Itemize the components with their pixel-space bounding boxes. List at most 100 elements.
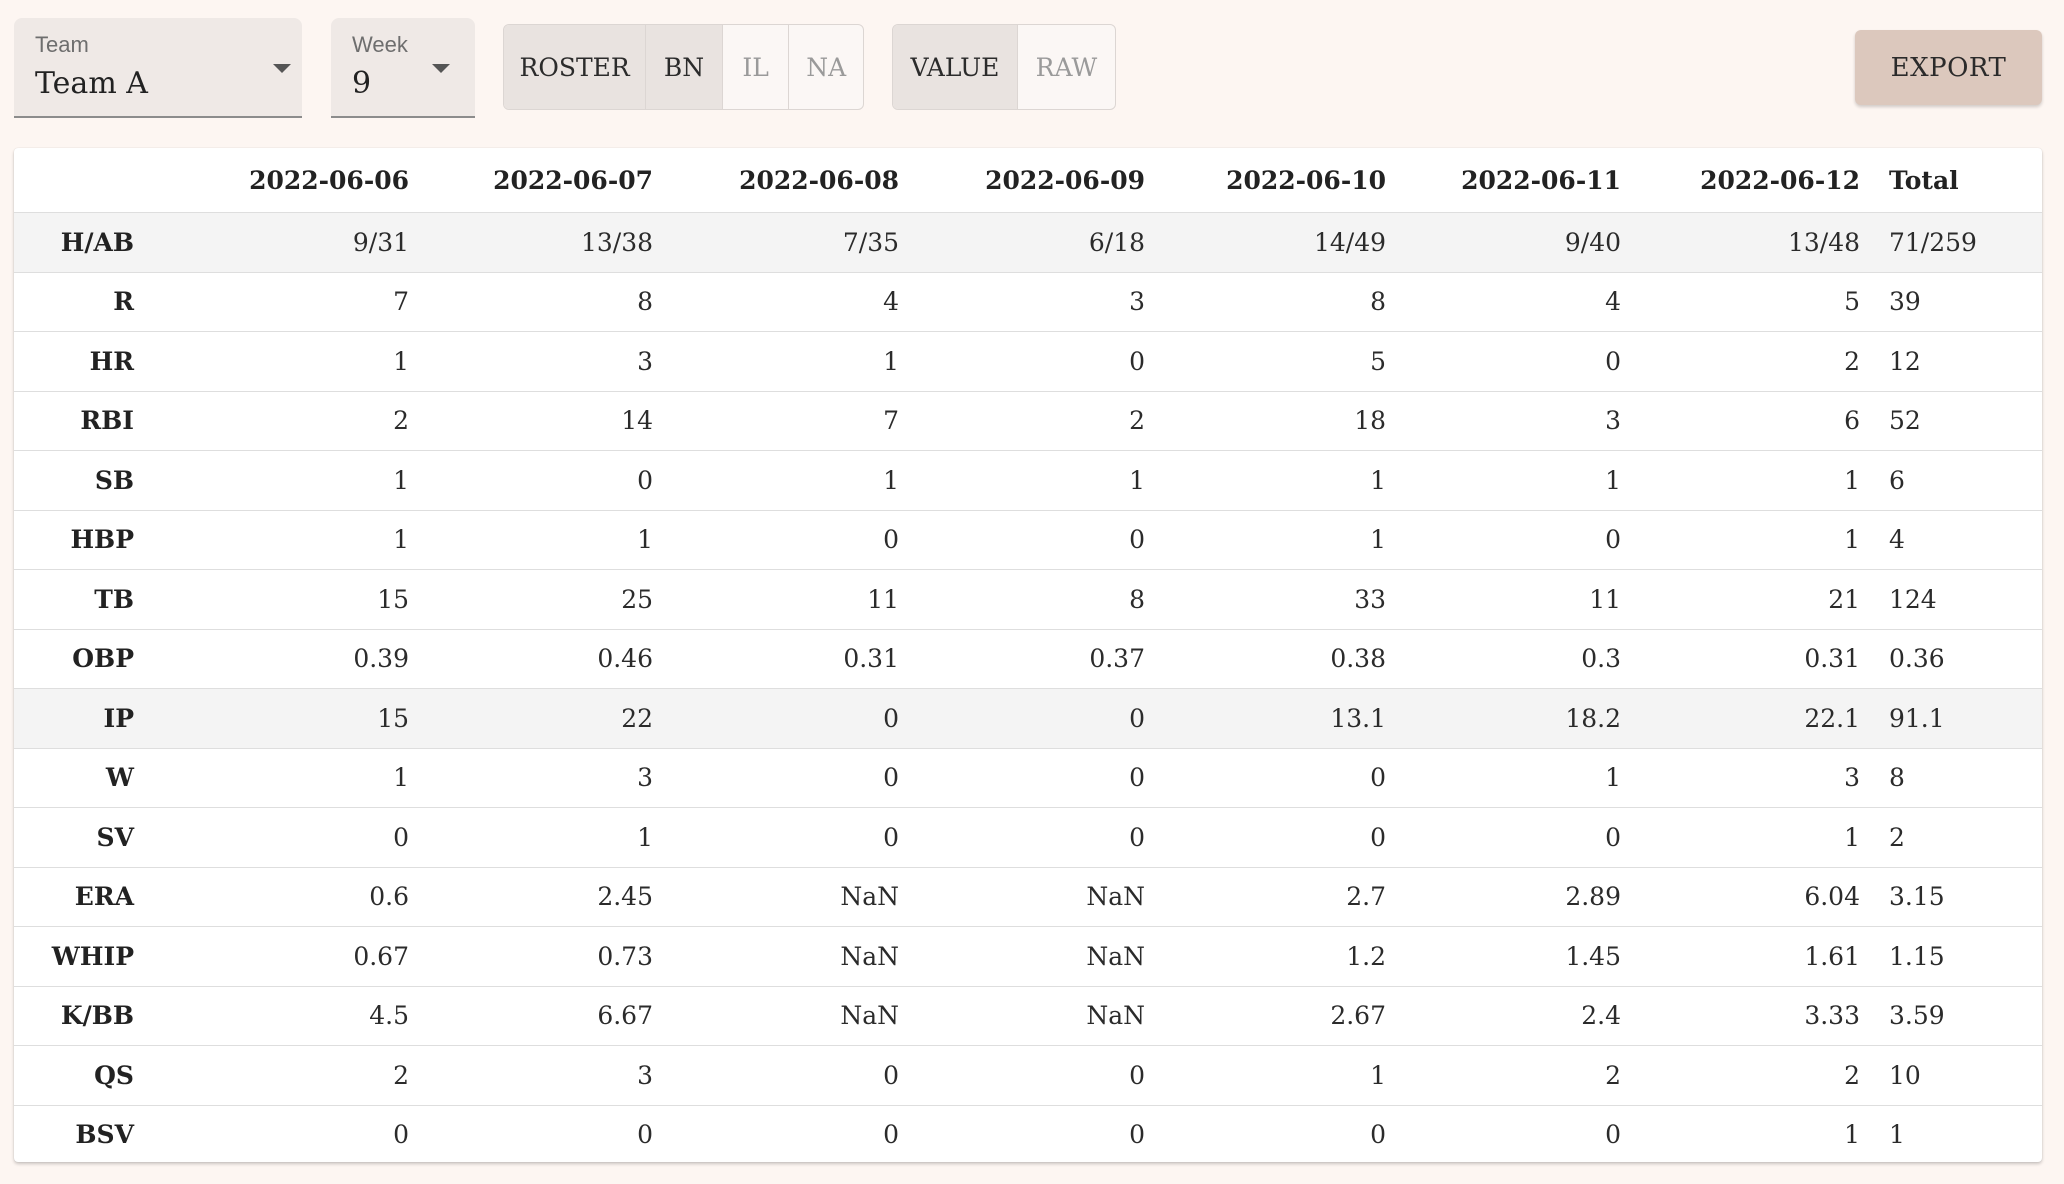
- table-cell: 2: [899, 391, 1145, 451]
- table-cell: 0.46: [409, 629, 653, 689]
- table-cell: 4: [1386, 272, 1621, 332]
- toggle-value[interactable]: VALUE: [893, 25, 1017, 109]
- total-cell: 8: [1860, 748, 2042, 808]
- table-cell: 1: [653, 450, 899, 511]
- table-cell: 1: [899, 450, 1145, 511]
- team-select-label: Team: [35, 32, 89, 57]
- column-header-date: 2022-06-12: [1621, 148, 1860, 213]
- toggle-bn[interactable]: BN: [645, 25, 722, 109]
- toggle-roster-label: ROSTER: [519, 52, 630, 82]
- table-cell: 3.33: [1621, 986, 1860, 1046]
- table-cell: 0: [1605, 1120, 1621, 1150]
- total-cell: 91.1: [1860, 688, 2042, 749]
- table-cell: 0.38: [1145, 629, 1386, 689]
- total-cell: 4: [1860, 510, 2042, 570]
- table-row: TB 15 25 11 8 33 11 21 124: [14, 569, 2042, 630]
- table-row: RBI 2 14 7 2 18 3 6 52: [14, 391, 2042, 451]
- table-cell: 1: [1145, 510, 1386, 570]
- table-cell: 2: [164, 391, 409, 451]
- row-label: OBP: [14, 629, 164, 689]
- table-cell: 0: [653, 688, 899, 749]
- row-label: SB: [14, 450, 164, 511]
- stats-table: 2022-06-06 2022-06-07 2022-06-08 2022-06-09…: [14, 148, 2042, 1162]
- table-cell: 15: [164, 569, 409, 630]
- row-label: W: [14, 748, 164, 808]
- row-label: ERA: [14, 867, 164, 927]
- table-cell: NaN: [899, 986, 1145, 1046]
- table-cell: 0: [899, 510, 1145, 570]
- table-cell: 1: [1621, 807, 1860, 868]
- toggle-value-label: VALUE: [910, 52, 1000, 82]
- mode-toggle-group: VALUE RAW: [892, 24, 1116, 110]
- total-cell: 3.59: [1860, 986, 2042, 1046]
- table-cell: 22.1: [1621, 688, 1860, 749]
- toggle-roster[interactable]: ROSTER: [504, 25, 646, 109]
- toggle-il[interactable]: IL: [721, 25, 789, 109]
- table-cell: 0: [1145, 748, 1386, 808]
- week-select[interactable]: Week 9: [331, 18, 475, 118]
- table-row: HR 1 3 1 0 5 0 2 12: [14, 331, 2042, 392]
- table-cell: 0.73: [409, 926, 653, 987]
- row-label: WHIP: [14, 926, 164, 987]
- table-cell: 1: [653, 331, 899, 392]
- table-cell: 1: [1844, 1120, 1860, 1150]
- total-cell: 10: [1860, 1045, 2042, 1106]
- table-cell: 0: [883, 1120, 899, 1150]
- table-cell: 21: [1621, 569, 1860, 630]
- export-button[interactable]: EXPORT: [1855, 30, 2042, 105]
- week-select-value: 9: [352, 66, 372, 101]
- table-cell: 6: [1621, 391, 1860, 451]
- table-cell: 0: [1386, 807, 1621, 868]
- table-row: R 7 8 4 3 8 4 5 39: [14, 272, 2042, 332]
- table-cell: 1.45: [1386, 926, 1621, 987]
- table-cell: 3: [409, 1045, 653, 1106]
- table-cell: 9/40: [1386, 212, 1621, 273]
- table-cell: 4.5: [164, 986, 409, 1046]
- total-cell: 39: [1860, 272, 2042, 332]
- column-header-date: 2022-06-09: [899, 148, 1145, 213]
- table-cell: NaN: [653, 986, 899, 1046]
- table-cell: 0: [409, 450, 653, 511]
- table-cell: 1: [1386, 450, 1621, 511]
- row-label: RBI: [14, 391, 164, 451]
- table-cell: 2.67: [1145, 986, 1386, 1046]
- column-header-stat: [14, 148, 164, 213]
- table-cell: 0: [637, 1120, 653, 1150]
- table-cell: 2.7: [1145, 867, 1386, 927]
- table-cell: 3: [1621, 748, 1860, 808]
- table-cell: 0.31: [1621, 629, 1860, 689]
- team-select[interactable]: Team Team A: [14, 18, 302, 118]
- toggle-raw[interactable]: RAW: [1016, 25, 1115, 109]
- table-cell: 7: [653, 391, 899, 451]
- table-cell: 2: [164, 1045, 409, 1106]
- table-header-row: 2022-06-06 2022-06-07 2022-06-08 2022-06-09…: [14, 148, 2042, 213]
- total-cell: 0.36: [1860, 629, 2042, 689]
- total-cell: 3.15: [1860, 867, 2042, 927]
- table-cell: 0.31: [653, 629, 899, 689]
- table-cell: 3: [899, 272, 1145, 332]
- table-cell: 7: [164, 272, 409, 332]
- column-header-date: 2022-06-08: [653, 148, 899, 213]
- table-cell: NaN: [899, 926, 1145, 987]
- table-header: 2022-06-06 2022-06-07 2022-06-08 2022-06-09…: [14, 148, 2042, 213]
- toggle-il-label: IL: [742, 52, 769, 82]
- table-cell: 1.2: [1145, 926, 1386, 987]
- table-cell: 8: [899, 569, 1145, 630]
- table-cell: 0.37: [899, 629, 1145, 689]
- total-cell: 1: [1889, 1120, 1905, 1150]
- total-cell: 52: [1860, 391, 2042, 451]
- table-cell: 8: [409, 272, 653, 332]
- toggle-na[interactable]: NA: [788, 25, 863, 109]
- chevron-down-icon: [273, 64, 291, 73]
- column-header-total: Total: [1860, 148, 2042, 213]
- row-label: TB: [14, 569, 164, 630]
- row-label: R: [14, 272, 164, 332]
- table-cell: 0: [393, 1120, 409, 1150]
- table-cell: 2: [1621, 331, 1860, 392]
- table-cell: 0: [1386, 331, 1621, 392]
- table-cell: 13/48: [1621, 212, 1860, 273]
- table-cell: 0: [1129, 1120, 1145, 1150]
- table-cell: 1.61: [1621, 926, 1860, 987]
- row-label: HBP: [14, 510, 164, 570]
- table-cell: 8: [1145, 272, 1386, 332]
